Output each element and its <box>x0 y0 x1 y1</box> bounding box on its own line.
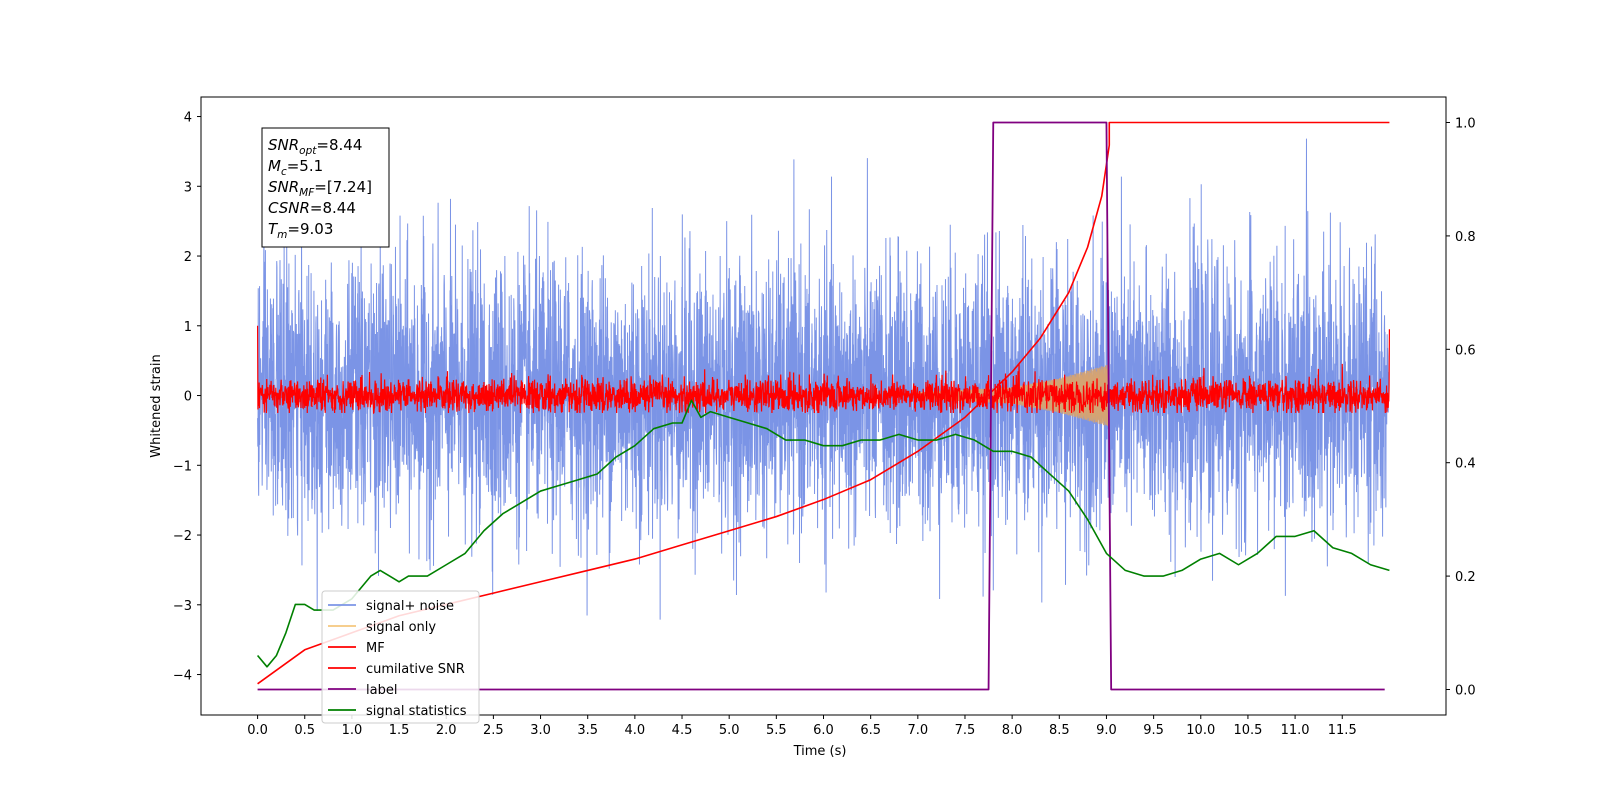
x-tick-label: 5.0 <box>719 723 740 738</box>
x-axis-ticks: 0.0 0.5 1.0 1.5 2.0 2.5 3.0 3.5 4.0 4.5 5.0 5.5 6.0 6… <box>247 715 1357 738</box>
x-tick-label: 6.0 <box>813 723 834 738</box>
series-signal-noise <box>257 138 1389 620</box>
annotation-frame <box>261 127 390 248</box>
x-tick-label: 7.5 <box>955 723 976 738</box>
y-tick-label: −3 <box>173 599 192 614</box>
y-tick-label: 0 <box>184 390 192 405</box>
annotation-line: SNRMF=[7.24] <box>268 178 372 199</box>
x-tick-label: 5.5 <box>766 723 787 738</box>
legend-entry-label: signal+ noise <box>366 599 454 614</box>
x-tick-label: 9.0 <box>1096 723 1117 738</box>
legend-entry-label: label <box>366 683 397 698</box>
y2-tick-label: 0.4 <box>1455 457 1476 472</box>
x-tick-label: 8.5 <box>1049 723 1070 738</box>
legend-entry-label: MF <box>366 641 385 656</box>
legend-entry-label: signal statistics <box>366 704 467 719</box>
y2-tick-label: 0.6 <box>1455 343 1476 358</box>
x-tick-label: 6.5 <box>860 723 881 738</box>
y2-tick-label: 0.8 <box>1455 230 1476 245</box>
y2-tick-label: 0.2 <box>1455 570 1476 585</box>
x-tick-label: 7.0 <box>907 723 928 738</box>
annotation-line: CSNR=8.44 <box>268 199 356 217</box>
y-tick-label: −1 <box>173 459 192 474</box>
y-tick-label: 3 <box>184 180 192 195</box>
x-tick-label: 8.0 <box>1002 723 1023 738</box>
x-tick-label: 4.5 <box>672 723 693 738</box>
x-tick-label: 9.5 <box>1143 723 1164 738</box>
series-mf <box>256 325 1391 415</box>
x-axis-label: Time (s) <box>793 744 847 759</box>
y-tick-label: −2 <box>173 529 192 544</box>
x-tick-label: 1.0 <box>342 723 363 738</box>
y-tick-label: 4 <box>184 111 192 126</box>
annotation-line: SNRopt=8.44 <box>268 136 362 157</box>
y2-tick-label: 0.0 <box>1455 683 1476 698</box>
series-signal-statistics <box>256 399 1390 668</box>
x-tick-label: 2.5 <box>483 723 504 738</box>
x-tick-label: 10.0 <box>1186 723 1215 738</box>
x-tick-label: 1.5 <box>389 723 410 738</box>
legend: signal+ noise signal only MF cumilative SNR… <box>321 590 480 724</box>
y-axis-label: Whitened strain <box>149 354 164 457</box>
legend-frame <box>321 590 480 724</box>
x-tick-label: 11.5 <box>1328 723 1357 738</box>
x-tick-label: 11.0 <box>1281 723 1310 738</box>
y-tick-label: 1 <box>184 320 192 335</box>
annotation-line: Mc=5.1 <box>268 157 323 178</box>
y-tick-label: −4 <box>173 669 192 684</box>
y-tick-label: 2 <box>184 250 192 265</box>
x-tick-label: 3.5 <box>577 723 598 738</box>
x-tick-label: 2.0 <box>436 723 457 738</box>
x-tick-label: 3.0 <box>530 723 551 738</box>
x-tick-label: 4.0 <box>625 723 646 738</box>
y-axis-right-ticks: 1.0 0.8 0.6 0.4 0.2 0.0 <box>1446 117 1476 698</box>
legend-entry-label: signal only <box>366 620 436 635</box>
annotation-line: Tm=9.03 <box>268 220 333 241</box>
legend-entry-label: cumilative SNR <box>366 662 465 677</box>
x-tick-label: 0.5 <box>294 723 315 738</box>
y2-tick-label: 1.0 <box>1455 117 1476 132</box>
series-label <box>257 121 1385 691</box>
y-axis-left-ticks: 4 3 2 1 0 −1 −2 −3 −4 <box>173 111 201 684</box>
x-tick-label: 0.0 <box>247 723 268 738</box>
x-tick-label: 10.5 <box>1233 723 1262 738</box>
